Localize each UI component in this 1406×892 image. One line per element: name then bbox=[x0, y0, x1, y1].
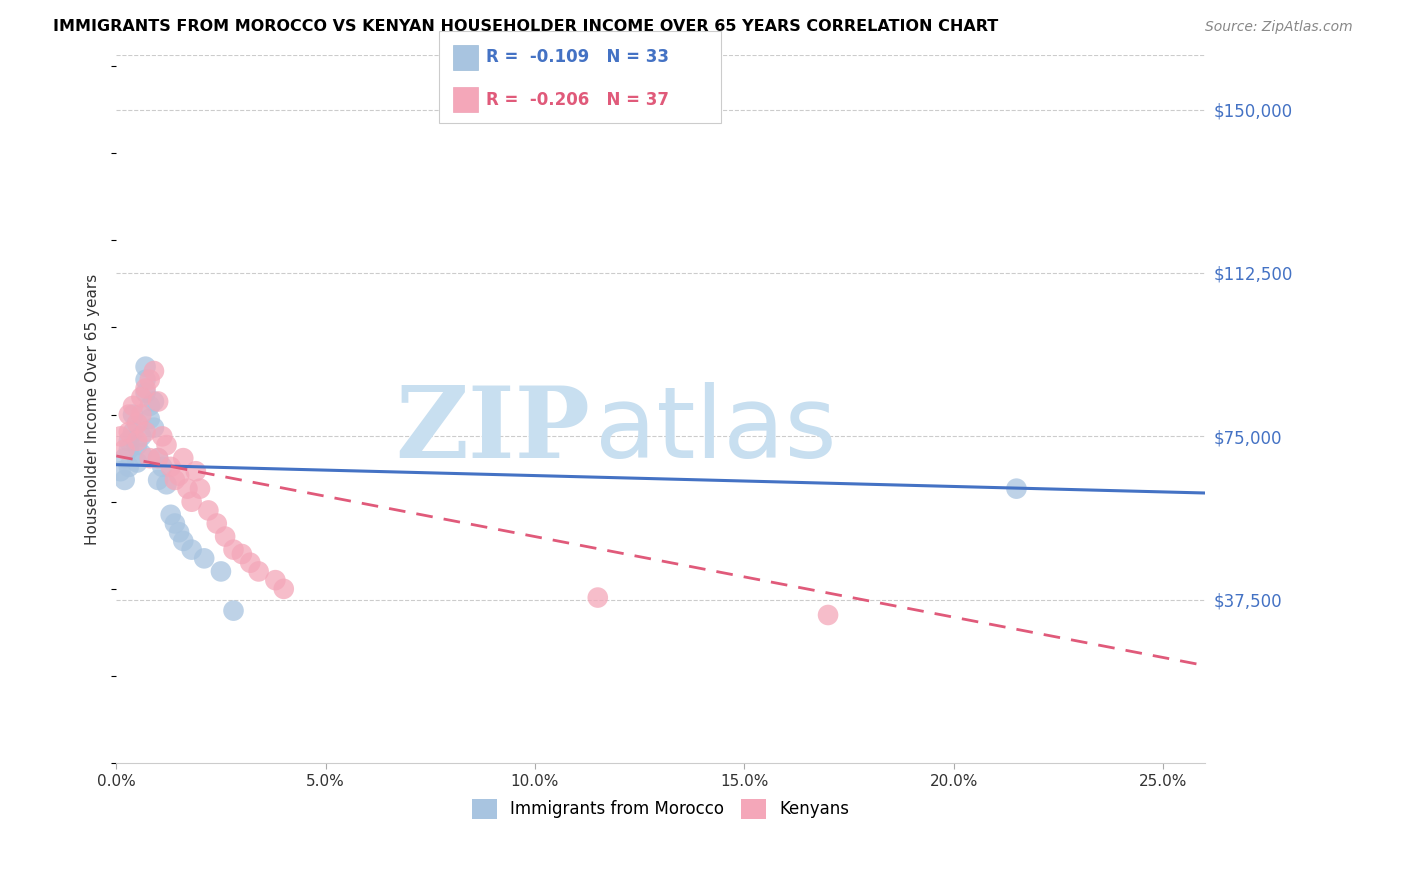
Point bbox=[142, 420, 165, 434]
Point bbox=[118, 408, 141, 422]
Point bbox=[146, 451, 169, 466]
Point bbox=[110, 429, 132, 443]
Point bbox=[131, 408, 153, 422]
Point bbox=[135, 425, 157, 439]
Point bbox=[118, 459, 141, 474]
Point bbox=[273, 582, 295, 596]
Point bbox=[131, 429, 153, 443]
Point bbox=[222, 604, 245, 618]
Point bbox=[172, 533, 194, 548]
Point bbox=[817, 607, 839, 622]
Point bbox=[114, 442, 136, 457]
Point bbox=[146, 473, 169, 487]
Point bbox=[139, 412, 162, 426]
Text: Source: ZipAtlas.com: Source: ZipAtlas.com bbox=[1205, 21, 1353, 34]
Point bbox=[193, 551, 215, 566]
Point bbox=[222, 542, 245, 557]
Point bbox=[135, 385, 157, 400]
Point bbox=[167, 468, 190, 483]
Text: R =  -0.109   N = 33: R = -0.109 N = 33 bbox=[486, 48, 669, 66]
Point bbox=[142, 394, 165, 409]
Point bbox=[139, 451, 162, 466]
Point bbox=[146, 394, 169, 409]
Point bbox=[110, 464, 132, 478]
Point bbox=[122, 408, 145, 422]
Point bbox=[172, 451, 194, 466]
Point bbox=[118, 434, 141, 448]
Point bbox=[122, 399, 145, 413]
Point bbox=[264, 573, 287, 587]
Legend: Immigrants from Morocco, Kenyans: Immigrants from Morocco, Kenyans bbox=[465, 792, 856, 826]
Point bbox=[197, 503, 219, 517]
Text: ZIP: ZIP bbox=[395, 382, 589, 479]
Point bbox=[180, 494, 202, 508]
Point bbox=[142, 364, 165, 378]
Point bbox=[127, 438, 149, 452]
Point bbox=[239, 556, 262, 570]
Point bbox=[155, 438, 177, 452]
Point bbox=[146, 451, 169, 466]
Point bbox=[1005, 482, 1028, 496]
Point bbox=[209, 565, 232, 579]
Point bbox=[150, 429, 173, 443]
Point bbox=[159, 508, 181, 522]
Point bbox=[159, 459, 181, 474]
Point bbox=[118, 442, 141, 457]
Point bbox=[163, 516, 186, 531]
Point bbox=[139, 373, 162, 387]
Point bbox=[214, 530, 236, 544]
Point bbox=[150, 459, 173, 474]
Point bbox=[127, 456, 149, 470]
Point bbox=[114, 473, 136, 487]
Text: R =  -0.206   N = 37: R = -0.206 N = 37 bbox=[486, 91, 669, 109]
Point bbox=[131, 390, 153, 404]
Point bbox=[188, 482, 211, 496]
Point bbox=[131, 447, 153, 461]
Point bbox=[586, 591, 609, 605]
Point bbox=[118, 425, 141, 439]
Point bbox=[114, 451, 136, 466]
Point bbox=[184, 464, 207, 478]
Point bbox=[205, 516, 228, 531]
Point bbox=[127, 417, 149, 431]
Point bbox=[127, 434, 149, 448]
Point bbox=[127, 417, 149, 431]
Text: atlas: atlas bbox=[595, 382, 837, 479]
Point bbox=[135, 381, 157, 395]
Point bbox=[180, 542, 202, 557]
Point bbox=[155, 477, 177, 491]
Text: IMMIGRANTS FROM MOROCCO VS KENYAN HOUSEHOLDER INCOME OVER 65 YEARS CORRELATION C: IMMIGRANTS FROM MOROCCO VS KENYAN HOUSEH… bbox=[53, 20, 998, 34]
Point bbox=[139, 399, 162, 413]
Point bbox=[135, 359, 157, 374]
Point bbox=[231, 547, 253, 561]
Point bbox=[247, 565, 270, 579]
Point bbox=[135, 373, 157, 387]
Point bbox=[163, 473, 186, 487]
Point bbox=[167, 525, 190, 540]
Point bbox=[176, 482, 198, 496]
Point bbox=[122, 425, 145, 439]
Y-axis label: Householder Income Over 65 years: Householder Income Over 65 years bbox=[86, 274, 100, 545]
